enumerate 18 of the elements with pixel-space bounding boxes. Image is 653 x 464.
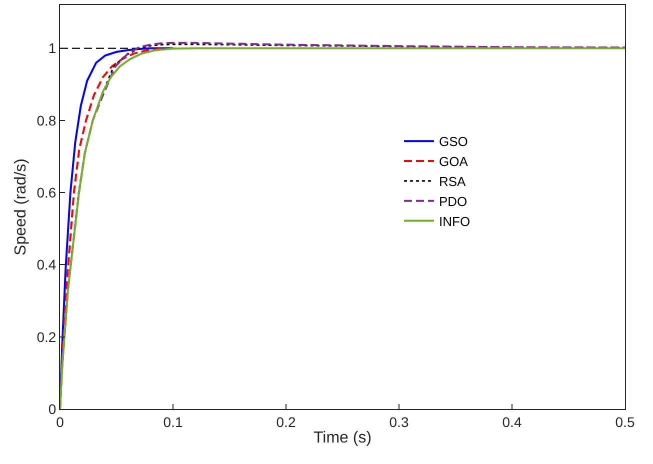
legend-label: GOA	[439, 154, 468, 170]
x-tick-label: 0.1	[163, 414, 183, 430]
y-tick-label: 1	[48, 40, 56, 56]
legend-label: PDO	[439, 194, 468, 209]
y-tick-label: 0.8	[36, 112, 56, 128]
legend-label: INFO	[439, 214, 470, 229]
y-tick-label: 0.4	[36, 256, 56, 273]
x-tick-label: 0.3	[389, 414, 409, 430]
y-axis-title: Speed (rad/s)	[12, 158, 30, 256]
x-axis-title: Time (s)	[313, 430, 372, 446]
legend-label: RSA	[439, 174, 466, 190]
y-tick-label: 0.6	[36, 184, 56, 200]
x-tick-label: 0.2	[276, 414, 296, 430]
y-tick-label: 0.2	[36, 328, 56, 345]
x-tick-label: 0.5	[615, 414, 635, 430]
legend-label: GSO	[439, 134, 468, 150]
x-tick-label: 0.4	[502, 414, 522, 430]
y-tick-label: 0	[48, 400, 56, 417]
